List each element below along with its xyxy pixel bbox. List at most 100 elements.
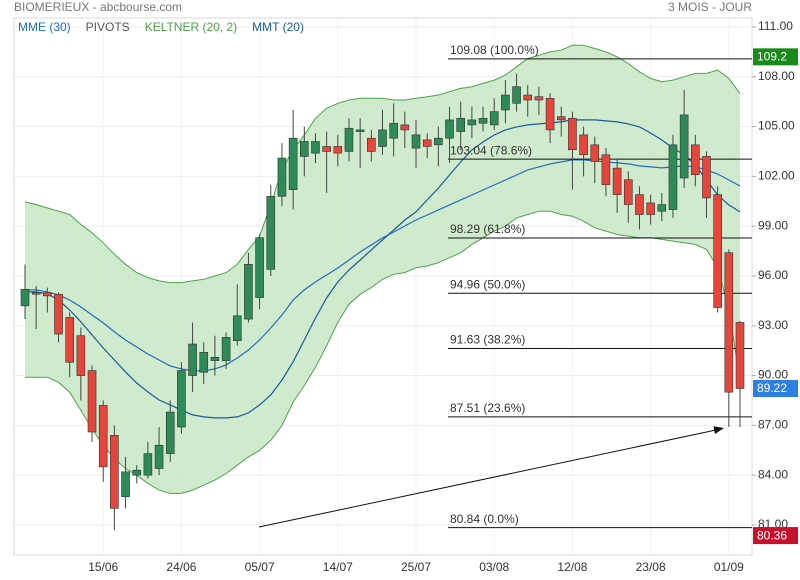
candle-body bbox=[389, 122, 398, 139]
candle-body bbox=[20, 288, 30, 307]
y-tick-label: 102.00 bbox=[758, 169, 795, 183]
candle-body bbox=[724, 252, 734, 393]
candle-body bbox=[43, 292, 52, 297]
x-tick-label: 14/07 bbox=[323, 560, 353, 574]
candle-body bbox=[165, 411, 175, 454]
candle-body bbox=[400, 124, 410, 131]
candle-body bbox=[512, 86, 521, 104]
candle-body bbox=[221, 337, 231, 361]
price-tag-label: 89.22 bbox=[757, 381, 787, 395]
candle-body bbox=[299, 141, 309, 157]
candle-body bbox=[76, 335, 86, 376]
candle-body bbox=[132, 469, 142, 476]
y-tick-label: 99.00 bbox=[758, 218, 788, 232]
fib-label: 87.51 (23.6%) bbox=[450, 401, 525, 415]
candle-body bbox=[568, 117, 577, 151]
candle-body bbox=[534, 96, 544, 101]
candle-body bbox=[121, 471, 130, 498]
candle-body bbox=[277, 157, 287, 197]
candle-body bbox=[177, 370, 186, 428]
y-tick-label: 111.00 bbox=[758, 19, 793, 33]
arrow-head bbox=[713, 426, 724, 434]
fib-label: 91.63 (38.2%) bbox=[450, 333, 525, 347]
fib-label: 98.29 (61.8%) bbox=[450, 222, 525, 236]
candle-body bbox=[646, 202, 655, 215]
candle-body bbox=[266, 195, 276, 270]
candle-body bbox=[467, 119, 477, 126]
y-tick-label: 93.00 bbox=[758, 318, 788, 332]
candle-body bbox=[445, 119, 454, 139]
y-tick-label: 105.00 bbox=[758, 119, 795, 133]
candle-body bbox=[691, 144, 700, 176]
x-tick-label: 25/07 bbox=[401, 560, 431, 574]
candle-body bbox=[478, 117, 488, 124]
candle-body bbox=[657, 204, 667, 212]
price-tag bbox=[753, 48, 798, 66]
candle-body bbox=[679, 114, 689, 179]
candle-body bbox=[143, 453, 153, 476]
moving-average bbox=[25, 159, 741, 372]
candle-body bbox=[288, 137, 298, 190]
candle-body bbox=[635, 194, 644, 215]
x-tick-label: 12/08 bbox=[557, 560, 587, 574]
candle-body bbox=[210, 356, 220, 361]
candle-body bbox=[590, 144, 600, 162]
candle-body bbox=[378, 129, 387, 147]
candle-body bbox=[188, 343, 197, 376]
y-tick-label: 87.00 bbox=[758, 418, 788, 432]
candle-body bbox=[311, 141, 320, 154]
candle-body bbox=[668, 144, 678, 210]
candle-body bbox=[333, 146, 343, 154]
candle-body bbox=[244, 264, 253, 320]
price-tag-label: 109.2 bbox=[757, 50, 787, 64]
legend-entry: PIVOTS bbox=[86, 20, 130, 34]
legend-entry: MME (30) bbox=[18, 20, 71, 34]
candle-body bbox=[355, 129, 365, 132]
candle-body bbox=[232, 315, 242, 341]
candle-body bbox=[456, 117, 466, 132]
price-tag bbox=[753, 380, 798, 398]
candle-body bbox=[623, 179, 633, 205]
price-tag-label: 80.36 bbox=[757, 528, 787, 542]
candle-body bbox=[367, 137, 376, 152]
candle-body bbox=[199, 352, 209, 373]
x-tick-label: 24/06 bbox=[166, 560, 196, 574]
candle-body bbox=[434, 137, 443, 146]
fib-label: 94.96 (50.0%) bbox=[450, 277, 525, 291]
plot-layer: 81.0084.0087.0090.0093.0096.0099.00102.0… bbox=[14, 18, 795, 574]
trend-arrow bbox=[258, 429, 717, 528]
x-tick-label: 05/07 bbox=[245, 560, 275, 574]
keltner-lower bbox=[25, 210, 741, 494]
candle-body bbox=[579, 134, 588, 156]
fib-label: 109.08 (100.0%) bbox=[450, 43, 539, 57]
chart-title: BIOMERIEUX - abcbourse.com bbox=[14, 0, 182, 14]
y-tick-label: 96.00 bbox=[758, 268, 788, 282]
candle-body bbox=[98, 405, 108, 468]
y-tick-label: 108.00 bbox=[758, 69, 795, 83]
candle-body bbox=[523, 94, 533, 101]
candle-body bbox=[322, 146, 331, 152]
candle-body bbox=[87, 370, 97, 433]
y-tick-label: 90.00 bbox=[758, 368, 788, 382]
fib-label: 80.84 (0.0%) bbox=[450, 512, 519, 526]
candle-body bbox=[255, 237, 264, 298]
candle-body bbox=[601, 154, 611, 185]
chart-period: 3 MOIS - JOUR bbox=[668, 0, 752, 14]
candle-body bbox=[612, 167, 622, 195]
price-tag bbox=[753, 527, 798, 545]
x-tick-label: 15/06 bbox=[88, 560, 118, 574]
candle-body bbox=[422, 139, 432, 147]
y-tick-label: 84.00 bbox=[758, 467, 788, 481]
candle-body bbox=[65, 317, 74, 363]
candle-body bbox=[54, 293, 63, 335]
x-tick-label: 03/08 bbox=[479, 560, 509, 574]
candle-body bbox=[154, 444, 164, 469]
candle-body bbox=[556, 116, 566, 121]
candle-body bbox=[501, 94, 510, 111]
candle-body bbox=[713, 194, 722, 308]
candle-body bbox=[545, 98, 555, 131]
x-tick-label: 01/09 bbox=[714, 560, 744, 574]
candle-body bbox=[411, 134, 421, 149]
candle-body bbox=[489, 111, 499, 126]
